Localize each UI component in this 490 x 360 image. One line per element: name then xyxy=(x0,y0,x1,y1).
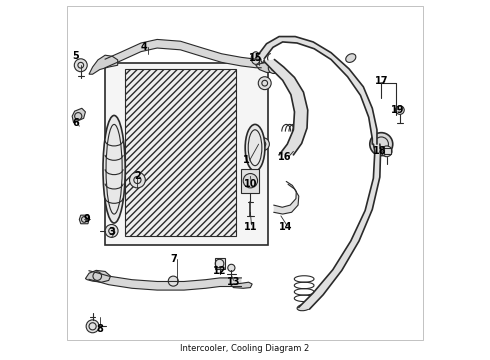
Ellipse shape xyxy=(251,52,260,64)
Text: 9: 9 xyxy=(84,215,91,224)
Ellipse shape xyxy=(245,125,265,171)
Circle shape xyxy=(258,77,271,90)
Circle shape xyxy=(228,264,235,271)
Text: 3: 3 xyxy=(108,227,115,237)
Ellipse shape xyxy=(372,141,381,147)
Polygon shape xyxy=(256,37,377,144)
Circle shape xyxy=(168,276,178,286)
Bar xyxy=(384,148,391,154)
Text: 10: 10 xyxy=(244,179,257,189)
Bar xyxy=(242,169,259,193)
Circle shape xyxy=(74,59,87,72)
Text: 19: 19 xyxy=(391,105,405,115)
Text: Intercooler, Cooling Diagram 2: Intercooler, Cooling Diagram 2 xyxy=(180,344,310,353)
Polygon shape xyxy=(85,270,111,282)
Polygon shape xyxy=(79,215,89,224)
Text: 6: 6 xyxy=(73,118,79,128)
Text: 16: 16 xyxy=(278,152,292,162)
Polygon shape xyxy=(264,59,308,155)
Text: 2: 2 xyxy=(134,171,141,181)
Polygon shape xyxy=(256,62,281,72)
Text: 11: 11 xyxy=(244,222,257,231)
Text: 8: 8 xyxy=(97,324,103,334)
Polygon shape xyxy=(89,55,118,74)
Circle shape xyxy=(86,320,99,333)
Circle shape xyxy=(129,172,146,188)
Text: 15: 15 xyxy=(249,53,263,63)
Polygon shape xyxy=(231,282,252,288)
Text: 1: 1 xyxy=(244,155,250,165)
Polygon shape xyxy=(299,144,381,309)
Text: 4: 4 xyxy=(141,42,147,52)
Text: 18: 18 xyxy=(373,146,387,156)
Ellipse shape xyxy=(103,116,125,223)
Text: 12: 12 xyxy=(213,266,227,276)
Bar xyxy=(125,69,236,235)
Text: 7: 7 xyxy=(170,254,177,264)
Circle shape xyxy=(105,225,118,237)
Polygon shape xyxy=(72,108,85,123)
Polygon shape xyxy=(89,271,242,290)
Circle shape xyxy=(243,174,258,188)
Polygon shape xyxy=(274,181,299,214)
Text: 5: 5 xyxy=(73,51,79,61)
Circle shape xyxy=(395,106,404,114)
Polygon shape xyxy=(105,40,261,68)
Circle shape xyxy=(269,63,279,73)
Text: 17: 17 xyxy=(375,76,389,86)
Bar xyxy=(215,258,224,269)
Circle shape xyxy=(381,146,392,157)
Ellipse shape xyxy=(297,304,311,311)
Text: 13: 13 xyxy=(227,277,240,287)
Circle shape xyxy=(370,133,393,156)
Text: 14: 14 xyxy=(279,222,293,231)
Ellipse shape xyxy=(346,54,356,62)
Bar xyxy=(105,63,269,244)
Circle shape xyxy=(256,138,270,150)
